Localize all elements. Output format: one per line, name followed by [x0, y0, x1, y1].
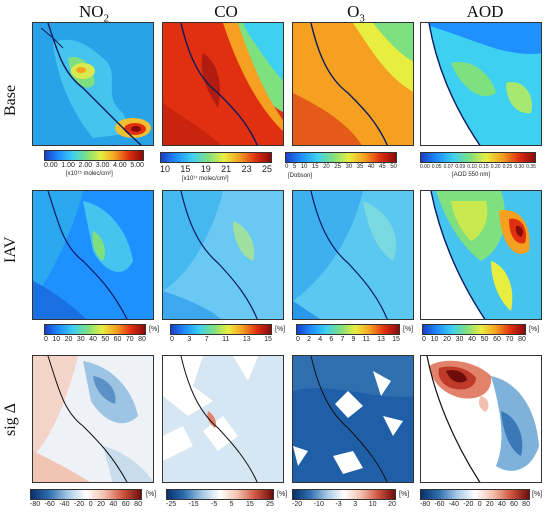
row-label-sig-delta: sig Δ — [2, 403, 19, 437]
colorbar-ticks-iav-aod: 0 10 20 30 40 50 60 70 80 — [422, 336, 526, 343]
colorbar-ticks-sig-aod: -80 -60 -40 -20 0 20 40 60 80 — [420, 501, 530, 508]
map-iav-o3 — [292, 190, 414, 320]
colorbar-base-aod — [420, 152, 536, 163]
map-base-aod — [420, 22, 542, 146]
colorbar-base-o3 — [285, 152, 397, 163]
colorbar-unit-sig-o3: [%] — [399, 491, 410, 498]
map-sig-aod — [420, 355, 542, 483]
column-title-o3: O3 — [347, 2, 365, 25]
map-sig-o3 — [292, 355, 414, 483]
colorbar-sig-o3 — [292, 489, 396, 500]
column-title-no2: NO2 — [78, 2, 110, 25]
colorbar-unit-iav-no2: [%] — [149, 326, 160, 333]
map-iav-co — [162, 190, 284, 320]
colorbar-iav-o3 — [296, 324, 400, 335]
colorbar-unit-base-co: [x10¹⁷ molec/cm²] — [182, 176, 229, 182]
colorbar-ticks-base-o3: 0 5 10 15 20 25 30 35 40 45 50 — [285, 164, 397, 170]
colorbar-unit-iav-o3: [%] — [403, 326, 414, 333]
map-base-co — [162, 22, 284, 146]
colorbar-ticks-base-no2: 0.00 1.00 2.00 3.00 4.00 5.00 — [44, 162, 144, 169]
colorbar-ticks-sig-no2: -80 -60 -40 -20 0 20 40 60 80 — [30, 501, 142, 508]
colorbar-unit-sig-aod: [%] — [532, 491, 543, 498]
colorbar-unit-base-aod: [AOD 550 nm] — [452, 172, 491, 178]
colorbar-iav-aod — [422, 324, 526, 335]
colorbar-ticks-sig-co: -25 -15 -5 5 15 25 — [166, 501, 274, 508]
colorbar-ticks-base-co: 10 15 19 21 23 25 — [160, 164, 272, 174]
colorbar-unit-iav-co: [%] — [275, 326, 286, 333]
colorbar-ticks-iav-co: 0 3 7 11 13 15 — [170, 336, 272, 343]
colorbar-unit-base-o3: [Dobson] — [288, 173, 313, 179]
map-base-o3 — [292, 22, 414, 146]
row-label-base: Base — [2, 84, 19, 116]
colorbar-iav-no2 — [44, 324, 146, 335]
colorbar-sig-co — [166, 489, 274, 500]
colorbar-unit-sig-no2: [%] — [146, 491, 157, 498]
row-label-iav: IAV — [2, 236, 19, 264]
colorbar-iav-co — [170, 324, 272, 335]
colorbar-unit-base-no2: [x10¹⁵ molec/cm²] — [66, 171, 113, 177]
map-iav-no2 — [32, 190, 154, 320]
map-iav-aod — [420, 190, 542, 320]
colorbar-ticks-sig-o3: -20 -10 -3 3 10 20 — [292, 501, 396, 508]
colorbar-unit-sig-co: [%] — [277, 491, 288, 498]
colorbar-base-no2 — [44, 150, 144, 161]
colorbar-ticks-iav-o3: 0 2 4 6 7 9 11 13 15 — [296, 336, 400, 343]
colorbar-unit-iav-aod: [%] — [529, 326, 540, 333]
column-title-aod: AOD — [466, 2, 504, 21]
map-base-no2 — [32, 22, 154, 146]
column-title-co: CO — [214, 2, 238, 21]
colorbar-ticks-iav-no2: 0 10 20 30 40 50 60 70 80 — [44, 336, 146, 343]
map-sig-co — [162, 355, 284, 483]
colorbar-sig-aod — [420, 489, 530, 500]
map-sig-no2 — [32, 355, 154, 483]
colorbar-base-co — [160, 152, 272, 163]
colorbar-sig-no2 — [30, 489, 142, 500]
colorbar-ticks-base-aod: 0.00 0.05 0.07 0.09 0.10 0.15 0.20 0.25 0.30 0.35 — [420, 164, 536, 170]
